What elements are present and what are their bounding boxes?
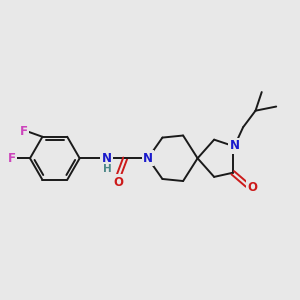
Text: F: F [20, 125, 28, 138]
Text: O: O [248, 181, 257, 194]
Text: O: O [113, 176, 123, 189]
Text: F: F [8, 152, 15, 165]
Text: N: N [143, 152, 153, 165]
Text: H: H [103, 164, 112, 174]
Text: N: N [102, 152, 112, 165]
Text: N: N [230, 140, 240, 152]
